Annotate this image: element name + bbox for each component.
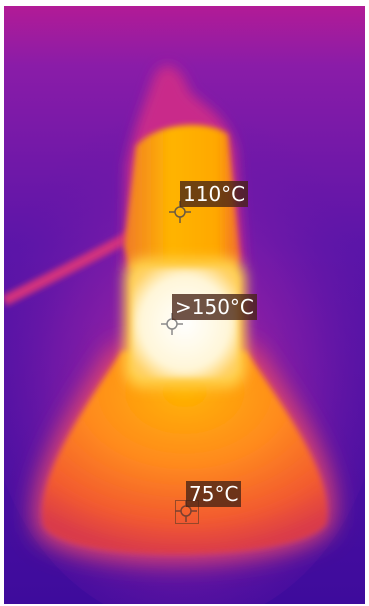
temperature-label-2: >150°C xyxy=(172,294,257,320)
thermal-image xyxy=(4,6,365,604)
temperature-label-3: 75°C xyxy=(186,481,242,507)
crosshair-icon xyxy=(169,201,191,223)
temperature-label-1: 110°C xyxy=(180,181,249,207)
thermal-image-frame: 110°C >150°C 75°C xyxy=(4,6,365,604)
